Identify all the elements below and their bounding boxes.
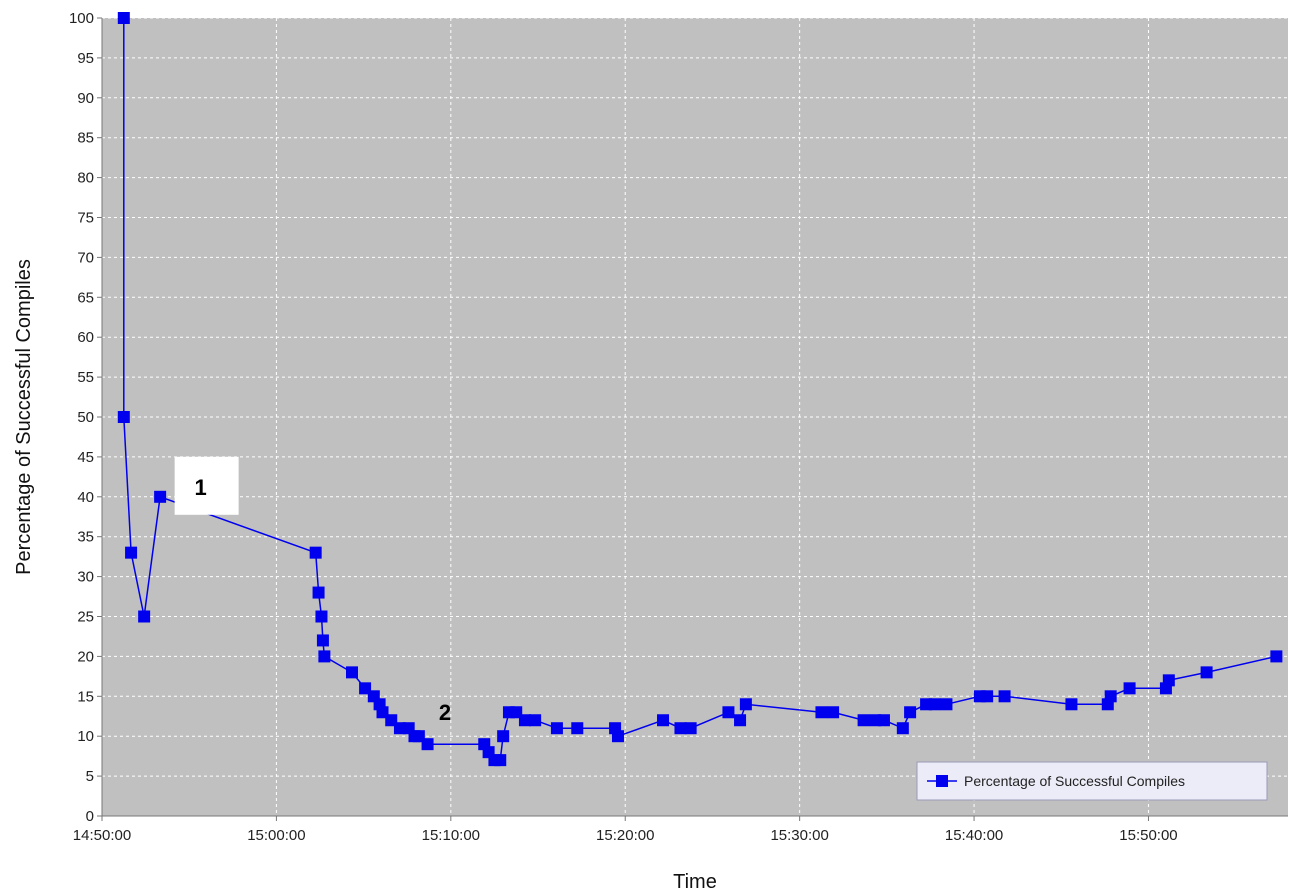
data-point — [1200, 666, 1213, 679]
data-point — [734, 714, 747, 727]
data-point — [1162, 674, 1175, 687]
grid-layer — [102, 17, 1288, 816]
data-point — [312, 586, 325, 599]
x-tick-label: 15:30:00 — [770, 827, 828, 844]
y-tick-label: 0 — [86, 808, 94, 825]
data-point — [1270, 650, 1283, 663]
legend-box — [916, 761, 1268, 801]
y-tick-label: 85 — [77, 130, 94, 147]
data-point — [518, 714, 531, 727]
plot-area-background — [102, 18, 1288, 816]
y-tick-label: 100 — [69, 10, 94, 27]
data-point — [494, 754, 507, 767]
data-point — [154, 490, 167, 503]
data-point — [877, 714, 890, 727]
data-point — [316, 634, 329, 647]
y-tick-label: 25 — [77, 609, 94, 626]
y-tick-label: 5 — [86, 768, 94, 785]
legend-label: Percentage of Successful Compiles — [964, 773, 1185, 789]
data-point — [998, 690, 1011, 703]
data-point — [827, 706, 840, 719]
y-tick-label: 80 — [77, 170, 94, 187]
y-axis-title: Percentage of Successful Compiles — [13, 259, 35, 575]
data-point — [1104, 690, 1117, 703]
y-tick-label: 65 — [77, 289, 94, 306]
y-tick-label: 35 — [77, 529, 94, 546]
x-tick-label: 15:10:00 — [422, 827, 480, 844]
annotation-box — [174, 456, 239, 515]
y-tick-label: 55 — [77, 369, 94, 386]
annotation-layer: 12 — [174, 456, 451, 725]
data-point — [117, 12, 130, 24]
y-tick-label: 20 — [77, 648, 94, 665]
x-axis-title: Time — [673, 871, 717, 893]
data-point — [315, 610, 328, 623]
series-layer — [117, 12, 1283, 767]
data-point — [684, 722, 697, 735]
y-tick-label: 15 — [77, 688, 94, 705]
annotation-label: 2 — [439, 700, 451, 725]
data-point — [421, 738, 434, 751]
y-tick-label: 50 — [77, 409, 94, 426]
data-point — [571, 722, 584, 735]
y-tick-label: 30 — [77, 569, 94, 586]
data-point — [904, 706, 917, 719]
data-point — [138, 610, 151, 623]
data-point — [117, 411, 130, 423]
legend: Percentage of Successful Compiles — [916, 761, 1268, 801]
x-tick-label: 15:20:00 — [596, 827, 654, 844]
y-tick-label: 10 — [77, 728, 94, 745]
y-tick-label: 95 — [77, 50, 94, 67]
data-point — [896, 722, 909, 735]
data-point — [529, 714, 542, 727]
annotation-label: 1 — [195, 475, 207, 500]
y-tick-label: 90 — [77, 90, 94, 107]
data-point — [550, 722, 563, 735]
data-point — [510, 706, 523, 719]
data-point — [1065, 698, 1078, 711]
x-tick-label: 14:50:00 — [73, 827, 131, 844]
data-point — [981, 690, 994, 703]
data-point — [345, 666, 358, 679]
data-point — [940, 698, 953, 711]
data-point — [657, 714, 670, 727]
data-point — [739, 698, 752, 711]
data-point — [1123, 682, 1136, 695]
y-tick-label: 40 — [77, 489, 94, 506]
y-tick-label: 75 — [77, 210, 94, 227]
data-point — [125, 546, 138, 559]
data-point — [497, 730, 510, 743]
y-tick-label: 60 — [77, 329, 94, 346]
x-tick-label: 15:50:00 — [1119, 827, 1177, 844]
legend-marker-swatch — [936, 775, 948, 787]
tick-layer: 0 5 10 15 20 25 30 35 40 45 50 55 60 65 70 75 80 85 90 95 10… — [69, 10, 1178, 844]
data-point — [309, 546, 322, 559]
data-point — [928, 698, 941, 711]
x-tick-label: 15:40:00 — [945, 827, 1003, 844]
y-tick-label: 45 — [77, 449, 94, 466]
data-point — [722, 706, 735, 719]
data-point — [611, 730, 624, 743]
data-point — [318, 650, 331, 663]
data-point — [857, 714, 870, 727]
x-tick-label: 15:00:00 — [247, 827, 305, 844]
data-point — [815, 706, 828, 719]
y-tick-label: 70 — [77, 249, 94, 266]
data-point — [674, 722, 687, 735]
